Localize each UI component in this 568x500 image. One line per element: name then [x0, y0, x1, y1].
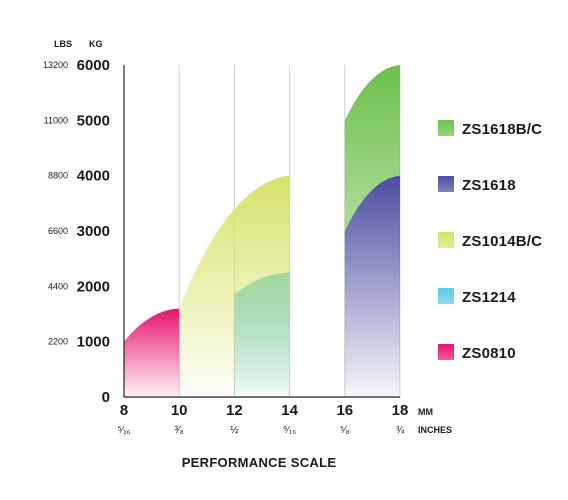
- y-tick-lbs: 8800: [48, 171, 68, 181]
- legend-label: ZS1014B/C: [462, 233, 542, 250]
- area-zs0810: [124, 308, 180, 397]
- x-tick-mm: 16: [336, 402, 353, 419]
- y-tick-lbs: 4400: [48, 281, 68, 291]
- legend: ZS1618B/C ZS1618 ZS1014B/C ZS1214 ZS0810: [438, 120, 542, 362]
- legend-swatch: [438, 288, 454, 304]
- y-tick-lbs: 13200: [43, 60, 68, 70]
- y-tick-lbs: 2200: [48, 337, 68, 347]
- y-tick-lbs: 6600: [48, 226, 68, 236]
- legend-label: ZS1618: [462, 177, 516, 194]
- y-tick-kg: 4000: [77, 168, 110, 185]
- kg-unit-label: KG: [89, 39, 103, 49]
- inches-unit-label: INCHES: [418, 425, 452, 435]
- legend-swatch: [438, 232, 454, 248]
- x-tick-inch: ¾: [396, 425, 405, 436]
- x-tick-inch: ½: [230, 425, 239, 436]
- x-tick-mm: 14: [281, 402, 298, 419]
- y-tick-kg: 5000: [77, 112, 110, 129]
- axes: [123, 65, 400, 398]
- x-tick-mm: 8: [120, 402, 128, 419]
- y-tick-kg: 6000: [77, 57, 110, 74]
- x-tick-inch: ³⁄₈: [175, 425, 184, 436]
- legend-swatch: [438, 120, 454, 136]
- x-tick-labels: 8 ⁵⁄₁₆ 10 ³⁄₈ 12 ½ 14 ⁹⁄₁₆ 16 ⁵⁄₈ 18 ¾: [117, 402, 408, 436]
- legend-swatch: [438, 176, 454, 192]
- y-tick-lbs: 11000: [44, 115, 68, 125]
- x-tick-inch: ⁹⁄₁₆: [283, 425, 296, 436]
- legend-label: ZS1214: [462, 289, 516, 306]
- x-tick-mm: 18: [392, 402, 409, 419]
- area-zs1618: [344, 175, 400, 397]
- y-tick-kg: 2000: [77, 278, 110, 295]
- data-areas: [124, 65, 400, 397]
- legend-label: ZS1618B/C: [462, 121, 542, 138]
- x-tick-inch: ⁵⁄₁₆: [117, 425, 130, 436]
- x-tick-mm: 12: [226, 402, 243, 419]
- x-tick-mm: 10: [171, 402, 188, 419]
- area-zs1618b-c: [344, 65, 400, 231]
- y-tick-kg: 3000: [77, 223, 110, 240]
- area-zs1014b-c: [179, 175, 290, 397]
- x-tick-inch: ⁵⁄₈: [340, 425, 350, 436]
- y-tick-kg: 1000: [77, 334, 110, 351]
- y-tick-kg: 0: [102, 389, 110, 406]
- legend-label: ZS0810: [462, 345, 516, 362]
- y-tick-labels: 0 1000 2200 2000 4400 3000 6600 4000 8800 5000 110…: [43, 57, 110, 406]
- x-axis-title: PERFORMANCE SCALE: [182, 455, 337, 470]
- lbs-unit-label: LBS: [54, 39, 72, 49]
- legend-swatch: [438, 344, 454, 360]
- mm-unit-label: MM: [418, 407, 433, 417]
